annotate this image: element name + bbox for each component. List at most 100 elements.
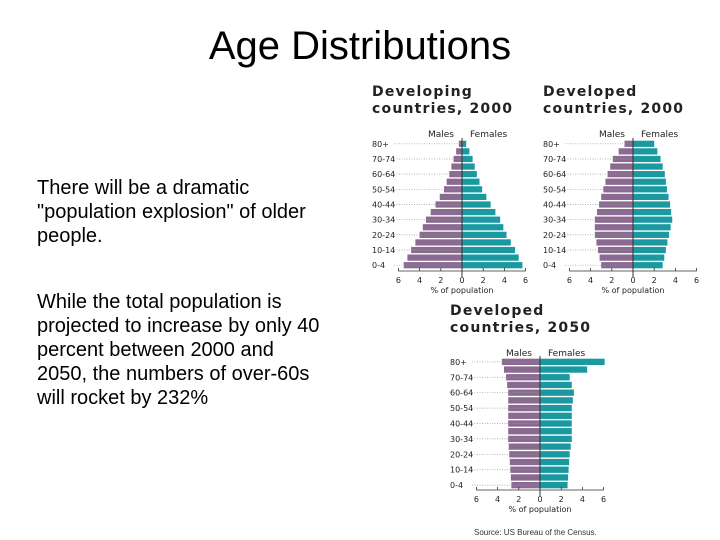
- pyramid-2-title-line: countries, 2000: [543, 101, 684, 117]
- pyramid-1-female-bar: [462, 178, 480, 185]
- pyramid-2-female-bar: [633, 246, 666, 254]
- pyramid-3-female-bar: [540, 474, 569, 481]
- pyramid-1-x-tick-label: 2: [438, 276, 443, 285]
- pyramid-1-age-label: 0-4: [372, 261, 385, 270]
- pyramid-3-x-axis-label: % of population: [509, 505, 572, 514]
- pyramid-2-age-label: 80+: [543, 140, 560, 149]
- pyramid-1-x-tick-label: 6: [523, 276, 528, 285]
- pyramid-1-x-tick-label: 2: [481, 276, 486, 285]
- pyramid-3-x-tick-label: 2: [559, 495, 564, 504]
- intro-paragraph: There will be a dramatic "population exp…: [37, 177, 306, 247]
- pyramid-3-male-bar: [508, 412, 540, 419]
- pyramid-2-age-label: 30-34: [543, 216, 566, 225]
- pyramid-2-x-axis-label: % of population: [602, 286, 665, 295]
- pyramid-1-x-tick-label: 0: [459, 276, 464, 285]
- pyramid-3-female-bar: [540, 481, 568, 489]
- pyramid-3-male-bar: [507, 381, 540, 389]
- pyramid-2-female-bar: [633, 216, 673, 223]
- pyramid-2-male-bar: [610, 163, 633, 170]
- pyramid-1-male-bar: [446, 178, 462, 185]
- pyramid-1-male-bar: [458, 140, 462, 147]
- pyramid-3-male-bar: [501, 358, 540, 366]
- pyramid-3-female-bar: [540, 404, 572, 412]
- pyramid-2-male-bar: [596, 208, 633, 216]
- pyramid-1-males-header: Males: [428, 130, 454, 140]
- pyramid-1-x-tick-label: 4: [502, 276, 507, 285]
- pyramid-1-female-bar: [462, 193, 487, 201]
- pyramid-1-female-bar: [462, 254, 519, 261]
- pyramid-1-x-tick-label: 6: [396, 276, 401, 285]
- pyramid-1-female-bar: [462, 140, 467, 147]
- pyramid-2-male-bar: [594, 224, 633, 231]
- pyramid-2-x-tick-label: 2: [609, 276, 614, 285]
- pyramid-1-male-bar: [422, 224, 462, 231]
- pyramid-1-female-bar: [462, 171, 477, 178]
- pyramid-2-female-bar: [633, 186, 667, 193]
- pyramid-2-title-line: Developed: [543, 84, 638, 100]
- pyramid-3-male-bar: [508, 435, 540, 443]
- pyramid-3-female-bar: [540, 458, 570, 466]
- pyramid-2-male-bar: [618, 148, 633, 155]
- pyramid-1-male-bar: [451, 163, 462, 170]
- pyramid-1-female-bar: [462, 246, 515, 254]
- pyramid-3-male-bar: [506, 374, 540, 381]
- pyramid-1-male-bar: [453, 155, 462, 163]
- pyramid-2-female-bar: [633, 148, 658, 155]
- pyramid-2-age-label: 10-14: [543, 246, 566, 255]
- pyramid-3-male-bar: [509, 458, 540, 466]
- pyramid-3-female-bar: [540, 412, 572, 419]
- pyramid-3-female-bar: [540, 443, 571, 450]
- pyramid-2-female-bar: [633, 171, 665, 178]
- pyramid-1-female-bar: [462, 216, 501, 223]
- pyramid-2-male-bar: [601, 193, 633, 201]
- pyramid-2-age-label: 0-4: [543, 261, 556, 270]
- pyramid-2-female-bar: [633, 262, 663, 269]
- pyramid-1-age-label: 10-14: [372, 246, 395, 255]
- pyramid-2-x-tick-label: 2: [652, 276, 657, 285]
- pyramid-1-male-bar: [456, 148, 462, 155]
- pyramid-1-male-bar: [439, 193, 462, 201]
- pyramid-3-male-bar: [508, 389, 540, 396]
- pyramid-1-x-tick-label: 4: [417, 276, 422, 285]
- pyramid-3-male-bar: [510, 474, 540, 481]
- pyramid-3-female-bar: [540, 466, 569, 473]
- pyramid-3-title-line: Developed: [450, 303, 545, 319]
- pyramid-1-age-label: 80+: [372, 140, 389, 149]
- pyramid-3-female-bar: [540, 366, 588, 373]
- pyramid-2-x-tick-label: 0: [630, 276, 635, 285]
- pyramid-2-female-bar: [633, 208, 672, 216]
- pyramid-2-male-bar: [594, 216, 633, 223]
- pyramid-2-age-label: 60-64: [543, 170, 566, 179]
- pyramid-1-age-label: 30-34: [372, 216, 395, 225]
- pyramid-3-female-bar: [540, 435, 572, 443]
- pyramid-2-females-header: Females: [641, 130, 679, 140]
- pyramid-2-female-bar: [633, 231, 670, 238]
- pyramid-3-x-tick-label: 0: [537, 495, 542, 504]
- growth-paragraph: While the total population is projected …: [37, 291, 320, 409]
- pyramid-3-female-bar: [540, 358, 605, 366]
- pyramid-3-age-label: 60-64: [450, 389, 473, 398]
- pyramid-2-female-bar: [633, 224, 671, 231]
- pyramid-3-x-tick-label: 4: [495, 495, 500, 504]
- pyramid-1-female-bar: [462, 148, 470, 155]
- pyramid-3-male-bar: [508, 397, 540, 404]
- pyramid-2-male-bar: [601, 262, 633, 269]
- pyramid-1-male-bar: [415, 239, 462, 246]
- pyramid-2-males-header: Males: [599, 130, 625, 140]
- pyramid-3-age-label: 30-34: [450, 435, 473, 444]
- source-note: Source: US Bureau of the Census.: [474, 528, 597, 537]
- pyramid-1-male-bar: [419, 231, 462, 238]
- pyramid-2-female-bar: [633, 140, 655, 147]
- pyramid-3-male-bar: [508, 443, 540, 450]
- pyramid-2-female-bar: [633, 201, 671, 208]
- pyramid-3-males-header: Males: [506, 349, 532, 359]
- pyramid-2-female-bar: [633, 178, 666, 185]
- pyramid-3-age-label: 50-54: [450, 404, 473, 413]
- pyramid-1-male-bar: [403, 262, 462, 269]
- pyramid-2-female-bar: [633, 163, 663, 170]
- pyramid-1-age-label: 50-54: [372, 185, 395, 194]
- pyramid-1-female-bar: [462, 262, 523, 269]
- pyramid-3-x-tick-label: 6: [474, 495, 479, 504]
- pyramid-1-female-bar: [462, 201, 491, 208]
- pyramid-3-female-bar: [540, 389, 574, 396]
